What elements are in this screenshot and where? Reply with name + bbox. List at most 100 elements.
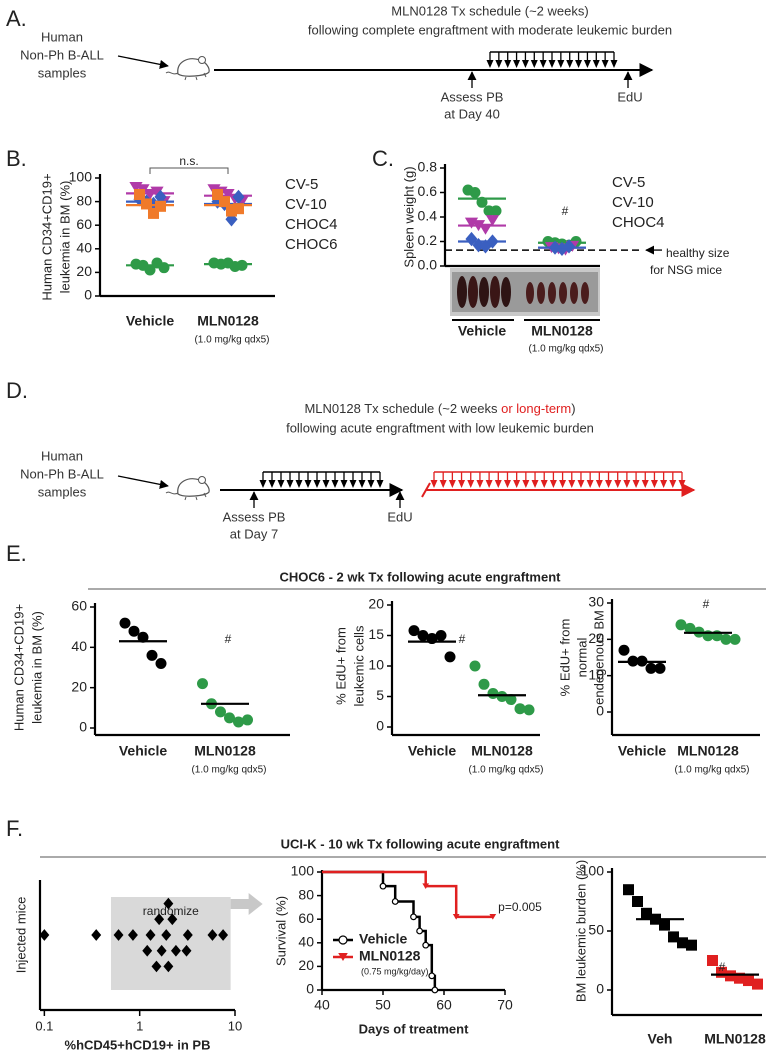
dot [163, 897, 174, 910]
annotation: # [703, 597, 710, 611]
samples-label: Human [41, 29, 83, 44]
y-tick-label: 60 [298, 910, 314, 926]
dose-arrow-head [605, 480, 613, 488]
dot [514, 703, 526, 715]
dot [163, 960, 174, 973]
y-tick-label: 100 [581, 863, 605, 879]
assess-label: Assess PB [223, 509, 286, 524]
annotation: p=0.005 [498, 900, 542, 914]
dose-arrow-head [486, 60, 494, 68]
dot [134, 189, 145, 201]
dose-arrow-head [592, 60, 600, 68]
x-tick-label: Vehicle [458, 323, 506, 339]
legend-note: (0.75 mg/kg/day) [361, 966, 429, 976]
dot [489, 914, 497, 920]
y-axis-label: normal [574, 638, 589, 678]
dot [207, 929, 218, 941]
dose-arrow-head [268, 480, 276, 488]
x-axis-label: %hCD45+hCD19+ in PB [65, 1037, 211, 1050]
x-tick-label: Vehicle [119, 743, 167, 759]
survival-curve [322, 870, 437, 990]
section-title: CHOC6 - 2 wk Tx following acute engraftm… [280, 569, 562, 584]
dot [654, 662, 666, 674]
dose-arrow-head [304, 480, 312, 488]
dose-arrow-head [313, 480, 321, 488]
y-axis-label: Spleen weight (g) [401, 166, 416, 267]
annotation: # [719, 960, 726, 974]
dose-arrow-head [349, 480, 357, 488]
dot [422, 941, 430, 949]
dose-arrow-head [494, 480, 502, 488]
annotation: # [562, 204, 569, 218]
dot [734, 972, 745, 984]
legend-label: CV-5 [612, 174, 645, 191]
samples-label: samples [38, 65, 87, 80]
x-note: (1.0 mg/kg qdx5) [674, 765, 749, 776]
y-axis-label: leukemic cells [351, 625, 366, 706]
dot [729, 633, 741, 645]
y-tick-label: 20 [588, 630, 604, 646]
y-tick-label: 0 [79, 719, 87, 735]
dot [659, 919, 670, 931]
dose-arrow-head [595, 480, 603, 488]
dot [128, 625, 140, 637]
dot [236, 259, 248, 271]
dot [623, 884, 634, 896]
dot [145, 929, 156, 941]
y-tick-label: 0.6 [418, 183, 438, 199]
dose-arrow-head [448, 480, 456, 488]
x-note: (1.0 mg/kg qdx5) [191, 765, 266, 776]
y-tick-label: 0 [596, 981, 604, 997]
dot [668, 931, 679, 943]
assess-label: Assess PB [441, 89, 504, 104]
region-label: randomize [143, 904, 199, 918]
dose-arrow-head [485, 480, 493, 488]
x-axis-label: Days of treatment [359, 1021, 469, 1036]
dot [452, 914, 460, 920]
dot [465, 231, 478, 247]
dot [752, 978, 763, 990]
samples-label: samples [38, 484, 87, 499]
dose-arrow-head [467, 480, 475, 488]
dot [212, 189, 223, 201]
dot [218, 929, 229, 941]
x-tick-label: Vehicle [618, 743, 666, 759]
x-tick-label: 40 [314, 997, 330, 1013]
x-tick-label: MLN0128 [471, 743, 533, 759]
section-title: UCI-K - 10 wk Tx following acute engraft… [281, 836, 560, 851]
dot [141, 198, 152, 210]
randomize-arrow [230, 893, 263, 915]
y-tick-label: 0 [596, 703, 604, 719]
dose-arrow-head [539, 60, 547, 68]
dose-arrow-head [632, 480, 640, 488]
legend-marker [338, 953, 348, 961]
y-tick-label: 20 [298, 957, 314, 973]
y-axis-label: BM leukemic burden (%) [573, 860, 588, 1002]
panel-letter: F. [6, 816, 23, 841]
dose-arrow-head [678, 480, 686, 488]
y-axis-label: % EdU+ from [333, 627, 348, 705]
dose-arrow-head [566, 60, 574, 68]
dose-arrow-head [522, 480, 530, 488]
x-tick-label: MLN0128 [677, 743, 739, 759]
dot [156, 944, 167, 957]
x-tick-label: Vehicle [408, 743, 456, 759]
dot [151, 960, 162, 973]
assess-label: at Day 40 [444, 106, 500, 121]
panel-letter: A. [6, 6, 27, 31]
dot [232, 189, 245, 205]
legend-label: CV-10 [285, 196, 327, 213]
mouse-icon [165, 55, 210, 81]
title-part: ) [571, 401, 575, 416]
dot [469, 660, 481, 672]
dose-arrow-head [358, 480, 366, 488]
dot [379, 882, 387, 890]
schematic-subtitle: following complete engraftment with mode… [308, 22, 672, 37]
dot [119, 617, 131, 629]
y-tick-label: 0 [376, 718, 384, 734]
dot [496, 691, 508, 702]
y-tick-label: 30 [588, 594, 604, 610]
dose-arrow-head [295, 480, 303, 488]
randomize-region [110, 897, 231, 990]
schematic-subtitle: following acute engraftment with low leu… [286, 420, 594, 435]
